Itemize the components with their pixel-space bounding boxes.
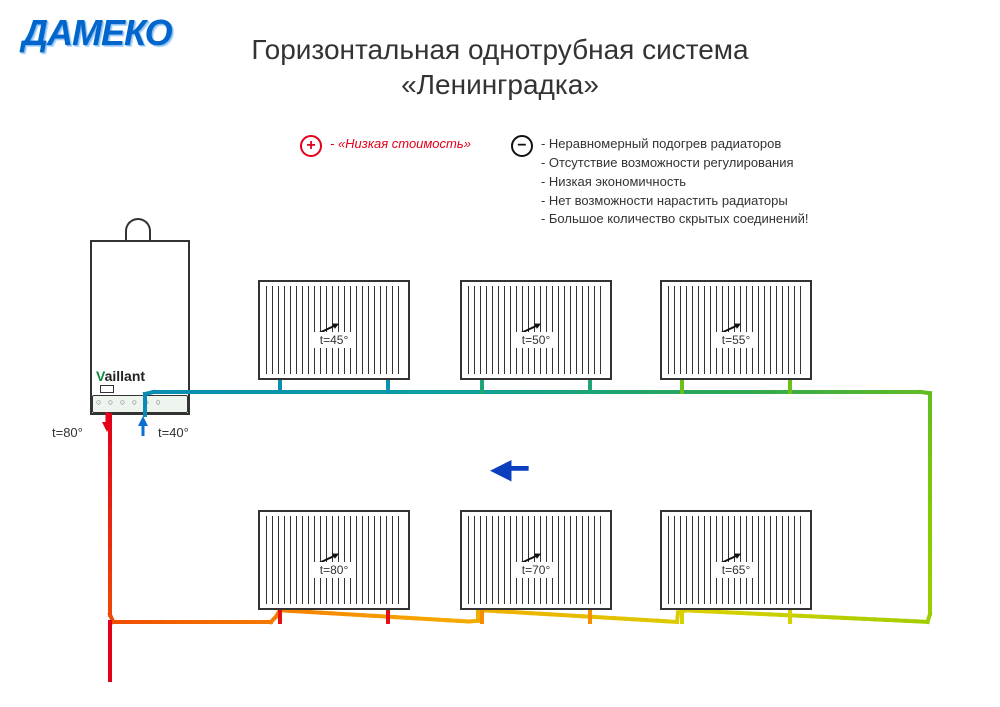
radiator-temp-label: t=55° bbox=[716, 332, 757, 348]
radiator-temp-label: t=50° bbox=[516, 332, 557, 348]
boiler-port-arrows bbox=[0, 0, 1000, 707]
radiator-temp-label: t=65° bbox=[716, 562, 757, 578]
radiator-temp-label: t=80° bbox=[314, 562, 355, 578]
radiator-temp-label: t=70° bbox=[516, 562, 557, 578]
radiator-temp-label: t=45° bbox=[314, 332, 355, 348]
